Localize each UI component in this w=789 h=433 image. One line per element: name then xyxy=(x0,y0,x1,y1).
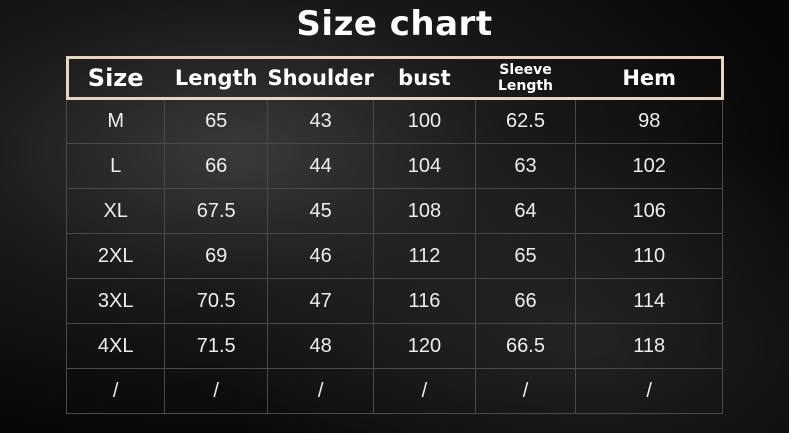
table-cell: 64 xyxy=(474,188,577,234)
header-size: Size xyxy=(87,63,144,92)
table-cell: 118 xyxy=(575,323,723,369)
table-cell: / xyxy=(474,368,577,414)
table-cell: 46 xyxy=(267,233,375,279)
table-cell: 47 xyxy=(267,278,375,324)
table-cell: 108 xyxy=(373,188,476,234)
table-cell: 67.5 xyxy=(164,188,269,234)
header-sleeve-length: Sleeve Length xyxy=(497,61,554,94)
table-row: 2XL 69 46 112 65 110 xyxy=(65,233,723,279)
table-cell: 114 xyxy=(575,278,723,324)
table-cell: 112 xyxy=(373,233,476,279)
table-cell: / xyxy=(267,368,375,414)
table-cell: 65 xyxy=(164,98,269,144)
table-cell: 120 xyxy=(373,323,476,369)
table-cell: 63 xyxy=(474,143,577,189)
page-title: Size chart xyxy=(296,4,493,44)
table-cell: 66.5 xyxy=(474,323,577,369)
table-cell: / xyxy=(373,368,476,414)
table-cell: 69 xyxy=(164,233,269,279)
table-cell: 66 xyxy=(474,278,577,324)
table-cell: 65 xyxy=(474,233,577,279)
table-row: 4XL 71.5 48 120 66.5 118 xyxy=(65,323,723,369)
table-cell: 66 xyxy=(164,143,269,189)
table-cell: 104 xyxy=(373,143,476,189)
table-cell: / xyxy=(164,368,269,414)
table-cell: 71.5 xyxy=(164,323,269,369)
table-row: L 66 44 104 63 102 xyxy=(65,143,723,189)
table-cell: 62.5 xyxy=(474,98,577,144)
table-cell: 98 xyxy=(575,98,723,144)
table-cell: 2XL xyxy=(65,233,166,279)
table-cell: 106 xyxy=(575,188,723,234)
table-cell: 102 xyxy=(575,143,723,189)
table-cell: 3XL xyxy=(65,278,166,324)
table-cell: 4XL xyxy=(65,323,166,369)
header-length: Length xyxy=(174,65,258,90)
table-row: 3XL 70.5 47 116 66 114 xyxy=(65,278,723,324)
table-cell: M xyxy=(65,98,166,144)
table-cell: / xyxy=(575,368,723,414)
table-cell: 48 xyxy=(267,323,375,369)
table-row: / / / / / / xyxy=(65,368,723,414)
table-row: M 65 43 100 62.5 98 xyxy=(65,98,723,144)
table-cell: / xyxy=(65,368,166,414)
header-bust: bust xyxy=(398,65,451,90)
header-hem: Hem xyxy=(622,65,677,90)
table-cell: 116 xyxy=(373,278,476,324)
table-cell: 100 xyxy=(373,98,476,144)
table-cell: XL xyxy=(65,188,166,234)
header-shoulder: Shoulder xyxy=(267,65,374,90)
table-cell: 44 xyxy=(267,143,375,189)
table-cell: 70.5 xyxy=(164,278,269,324)
size-table: Size Length Shoulder bust Sleeve Length … xyxy=(65,56,724,414)
header-row: Size Length Shoulder bust Sleeve Length … xyxy=(65,56,724,100)
table-cell: 45 xyxy=(267,188,375,234)
table-cell: 43 xyxy=(267,98,375,144)
table-cell: 110 xyxy=(575,233,723,279)
table-cell: L xyxy=(65,143,166,189)
table-row: XL 67.5 45 108 64 106 xyxy=(65,188,723,234)
